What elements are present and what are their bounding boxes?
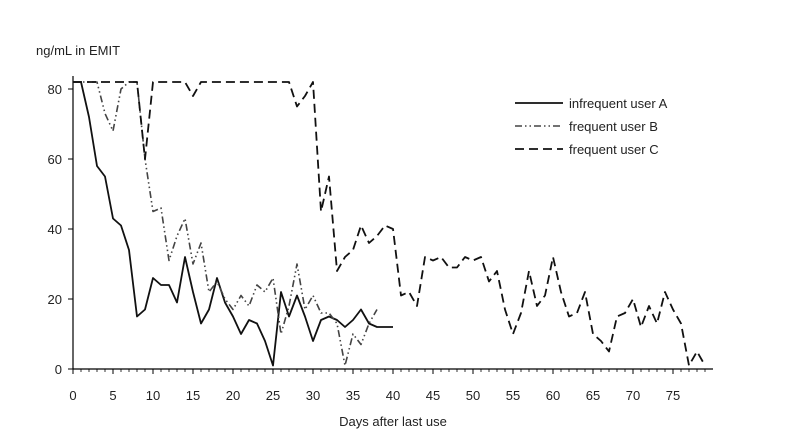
y-tick-label: 0 [55,362,62,377]
legend-label-2: frequent user B [569,119,658,134]
legend-label-1: infrequent user A [569,96,668,111]
x-axis-title: Days after last use [339,414,447,429]
series-line-3 [73,81,706,367]
x-tick-label: 65 [586,388,600,403]
series-line-1 [73,81,393,367]
series-line-2 [73,81,378,367]
series-layer [73,81,706,367]
x-tick-label: 35 [346,388,360,403]
y-tick-label: 20 [48,292,62,307]
y-axis-title: ng/mL in EMIT [36,43,120,58]
x-tick-label: 75 [666,388,680,403]
y-tick-label: 40 [48,222,62,237]
x-tick-label: 50 [466,388,480,403]
x-tick-label: 40 [386,388,400,403]
legend-label-3: frequent user C [569,142,659,157]
x-tick-label: 10 [146,388,160,403]
x-tick-label: 15 [186,388,200,403]
x-tick-label: 25 [266,388,280,403]
x-tick-label: 70 [626,388,640,403]
legend: infrequent user A frequent user B frequent… [515,96,668,157]
x-tick-label: 60 [546,388,560,403]
axes: 0 5 10 15 20 25 30 35 40 45 50 55 60 65 70 75 0 20 40 60 80 [48,76,713,403]
x-tick-label: 20 [226,388,240,403]
x-tick-label: 30 [306,388,320,403]
y-tick-label: 60 [48,152,62,167]
x-tick-label: 5 [109,388,116,403]
x-tick-label: 55 [506,388,520,403]
y-tick-label: 80 [48,82,62,97]
x-tick-label: 45 [426,388,440,403]
x-tick-label: 0 [69,388,76,403]
